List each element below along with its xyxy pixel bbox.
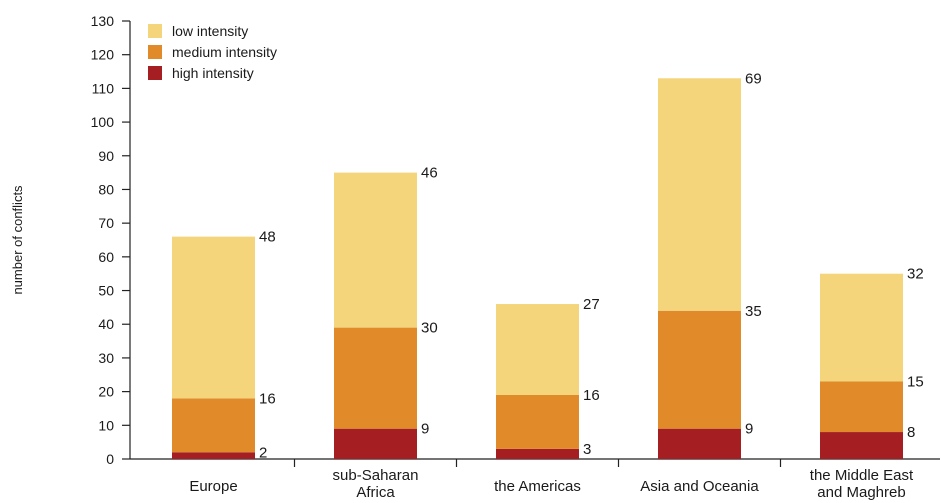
bar-segment-medium-intensity: [496, 394, 579, 449]
x-category-label-line: Africa: [356, 484, 395, 501]
data-label: 48: [259, 229, 276, 246]
x-category-label: Europe: [189, 478, 237, 495]
bar-segment-medium-intensity: [172, 398, 255, 453]
data-labels: 2 16 48 9 30 46 3 16 27 9 35 69 8 15 32: [259, 70, 924, 461]
data-label: 2: [259, 444, 267, 461]
y-axis-title: number of conflicts: [10, 185, 25, 295]
x-category-label: the Americas: [494, 478, 581, 495]
x-category-label-line: Asia and Oceania: [640, 478, 759, 495]
y-tick-label: 60: [98, 249, 114, 265]
data-label: 69: [745, 70, 762, 87]
y-tick-label: 30: [98, 350, 114, 366]
data-label: 9: [421, 421, 429, 438]
y-tick-label: 20: [98, 384, 114, 400]
x-category-label: Asia and Oceania: [640, 478, 759, 495]
data-label: 16: [583, 387, 600, 404]
bar-segment-medium-intensity: [334, 327, 417, 429]
y-tick-label: 50: [98, 283, 114, 299]
x-category-label-line: the Middle East: [810, 467, 914, 484]
data-label: 32: [907, 266, 924, 283]
legend-swatch: [148, 45, 162, 59]
y-tick-label: 40: [98, 316, 114, 332]
y-tick-label: 80: [98, 181, 114, 197]
bar-segment-low-intensity: [820, 273, 903, 382]
data-label: 46: [421, 165, 438, 182]
x-category-label: sub-Saharan Africa: [333, 467, 419, 501]
bar-segment-medium-intensity: [658, 310, 741, 429]
y-tick-label: 70: [98, 215, 114, 231]
legend-swatch: [148, 24, 162, 38]
y-tick-label: 10: [98, 417, 114, 433]
y-tick-label: 90: [98, 148, 114, 164]
bar-segment-medium-intensity: [820, 381, 903, 433]
x-category-label-line: and Maghreb: [817, 484, 905, 501]
data-label: 16: [259, 390, 276, 407]
y-tick-label: 120: [91, 47, 115, 63]
bar-segment-high-intensity: [334, 428, 417, 459]
y-tick-label: 130: [91, 13, 115, 29]
legend-label: high intensity: [172, 65, 254, 81]
bar-segment-high-intensity: [172, 452, 255, 459]
data-label: 8: [907, 424, 915, 441]
bar-segment-low-intensity: [334, 172, 417, 328]
axes: 0 10 20 30 40 50 60 70 80 90 100 110 120 130 number of…: [10, 13, 940, 501]
data-label: 27: [583, 296, 600, 313]
legend: low intensity medium intensity high intens…: [148, 23, 277, 81]
bars: [172, 78, 903, 459]
y-tick-label: 100: [91, 114, 115, 130]
bar-segment-high-intensity: [820, 432, 903, 459]
data-label: 15: [907, 374, 924, 391]
bar-segment-low-intensity: [496, 304, 579, 395]
x-category-label-line: Europe: [189, 478, 237, 495]
legend-swatch: [148, 66, 162, 80]
legend-label: medium intensity: [172, 44, 277, 60]
x-category-label-line: the Americas: [494, 478, 581, 495]
bar-segment-high-intensity: [658, 428, 741, 459]
data-label: 3: [583, 441, 591, 458]
bar-segment-low-intensity: [172, 236, 255, 399]
bar-segment-low-intensity: [658, 78, 741, 311]
y-tick-label: 0: [106, 451, 114, 467]
y-tick-label: 110: [92, 80, 115, 96]
data-label: 30: [421, 320, 438, 337]
data-label: 35: [745, 303, 762, 320]
legend-label: low intensity: [172, 23, 248, 39]
bar-segment-high-intensity: [496, 448, 579, 459]
data-label: 9: [745, 421, 753, 438]
x-category-label: the Middle East and Maghreb: [810, 467, 914, 501]
x-category-label-line: sub-Saharan: [333, 467, 419, 484]
